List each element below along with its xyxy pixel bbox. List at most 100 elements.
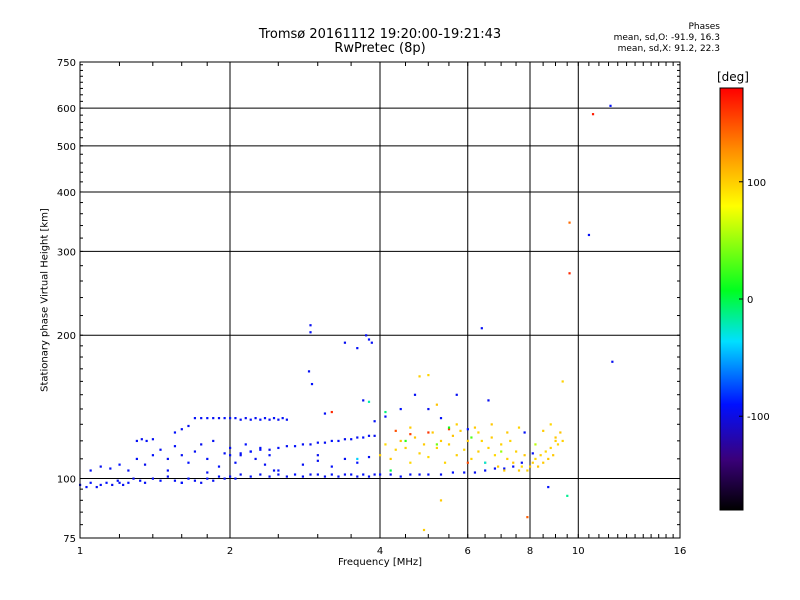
data-point (362, 399, 365, 402)
data-point (367, 475, 371, 478)
data-point (109, 467, 112, 470)
data-point (399, 439, 402, 443)
data-point (455, 454, 458, 457)
data-point (568, 221, 571, 224)
data-point (229, 417, 232, 420)
colorbar-tick-label: -100 (747, 412, 770, 423)
data-point (268, 448, 271, 451)
data-point (443, 461, 447, 464)
data-point (277, 418, 280, 421)
data-point (259, 448, 262, 451)
data-point (520, 461, 523, 464)
phase-stats-x: mean, sd,X: 91.2, 22.3 (617, 44, 720, 54)
data-point (200, 417, 203, 420)
data-point (145, 439, 148, 443)
x-tick-label: 10 (572, 546, 585, 557)
data-point (370, 341, 373, 344)
data-point (496, 465, 500, 468)
data-point (542, 461, 545, 464)
data-point (343, 341, 347, 344)
data-point (493, 467, 497, 470)
y-tick-label: 200 (57, 331, 76, 342)
colorbar (720, 88, 743, 510)
data-point (217, 417, 221, 420)
data-point (309, 443, 312, 446)
data-point (89, 481, 92, 484)
y-tick-label: 100 (57, 475, 76, 486)
data-point (166, 457, 169, 461)
data-point (200, 443, 203, 446)
data-point (206, 477, 209, 480)
data-point (431, 431, 434, 434)
y-tick-label: 300 (57, 247, 76, 258)
data-point (389, 469, 392, 472)
data-point (531, 461, 534, 464)
data-point (206, 457, 209, 461)
data-point (193, 417, 197, 420)
data-point (523, 431, 526, 434)
data-point (503, 467, 506, 470)
data-point (99, 483, 102, 487)
data-point (568, 272, 571, 275)
data-point (435, 446, 438, 450)
data-point (418, 452, 421, 455)
data-point (547, 485, 550, 489)
data-point (229, 475, 232, 478)
data-point (427, 431, 430, 434)
data-point (367, 434, 371, 437)
data-point (309, 473, 312, 476)
data-point (609, 104, 612, 107)
data-point (534, 443, 537, 446)
x-tick-label: 8 (527, 546, 533, 557)
data-point (466, 461, 469, 464)
data-point (343, 438, 347, 441)
data-point (389, 473, 392, 476)
data-point (95, 485, 98, 489)
chart-subtitle: RwPretec (8p) (334, 41, 426, 56)
data-point (89, 469, 92, 472)
data-point (362, 436, 365, 439)
data-point (484, 461, 487, 464)
data-point (217, 475, 221, 478)
data-point (399, 475, 402, 478)
data-point (330, 465, 333, 468)
data-point (85, 485, 88, 489)
data-point (272, 469, 276, 472)
data-point (173, 445, 177, 448)
data-point (293, 445, 297, 448)
data-point (212, 417, 215, 420)
data-point (151, 438, 155, 441)
data-point (427, 455, 430, 459)
data-point (139, 479, 142, 482)
data-point (277, 473, 280, 476)
x-tick-label: 2 (227, 546, 233, 557)
data-point (281, 417, 284, 420)
data-point (166, 469, 169, 472)
data-point (447, 426, 451, 429)
data-points (79, 104, 614, 532)
data-point (330, 439, 333, 443)
data-point (422, 443, 426, 446)
data-point (323, 441, 327, 444)
data-point (187, 424, 190, 428)
data-point (254, 457, 257, 461)
data-point (427, 473, 430, 476)
data-point (611, 360, 614, 363)
data-point (223, 477, 226, 480)
data-point (418, 473, 421, 476)
data-point (206, 417, 209, 420)
data-point (384, 443, 387, 446)
data-point (285, 445, 288, 448)
data-point (367, 338, 371, 341)
data-point (132, 477, 135, 480)
data-point (323, 412, 327, 415)
data-point (259, 418, 262, 421)
data-point (356, 457, 359, 461)
data-point (173, 479, 177, 482)
data-point (477, 431, 480, 434)
data-point (559, 431, 562, 434)
data-point (549, 446, 552, 450)
data-point (447, 443, 451, 446)
data-point (244, 417, 247, 420)
data-point (373, 420, 376, 423)
